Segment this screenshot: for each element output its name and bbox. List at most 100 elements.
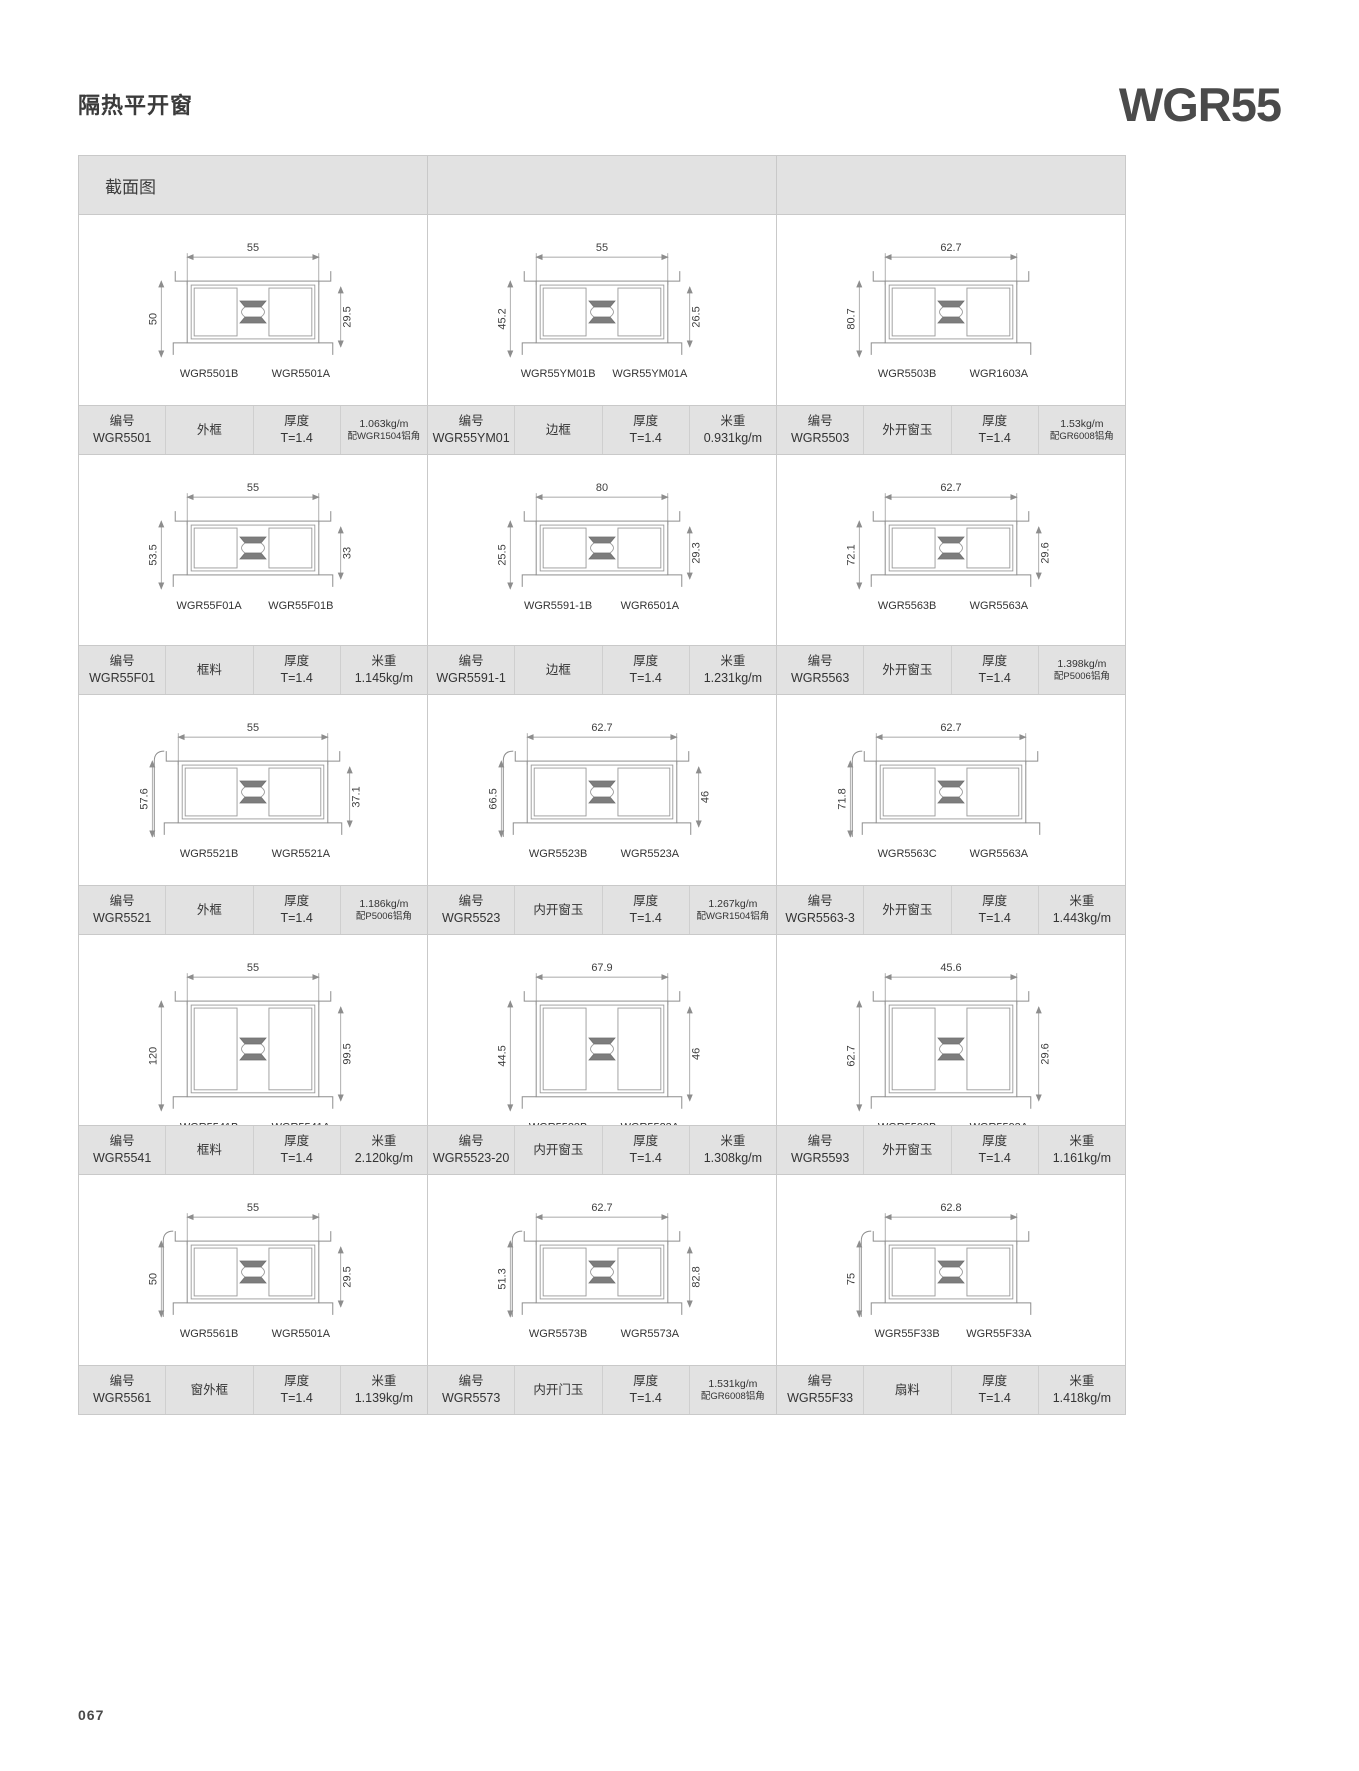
spec-thickness-label: 厚度 (284, 414, 310, 429)
profile-drawing-WGR5501: 55 50 29.5 WGR5501B WGR5501A (79, 215, 428, 405)
spec-code-cell: 编号 WGR5563 (777, 646, 865, 694)
svg-text:26.5: 26.5 (691, 306, 703, 327)
svg-text:55: 55 (247, 962, 259, 974)
spec-thickness-value: T=1.4 (629, 911, 662, 925)
svg-text:55: 55 (596, 242, 608, 254)
svg-text:29.6: 29.6 (1040, 1043, 1052, 1064)
svg-text:WGR5561B: WGR5561B (180, 1328, 238, 1340)
spec-group-WGR5523: 编号 WGR5523 内开窗玉 厚度 T=1.4 1.267kg/m 配WGR1504铝角 (428, 886, 777, 934)
spec-group-WGR5503: 编号 WGR5503 外开窗玉 厚度 T=1.4 1.53kg/m 配GR6008铝角 (777, 406, 1125, 454)
spec-thickness-label: 厚度 (982, 894, 1008, 909)
spec-code-label: 编号 (458, 414, 484, 429)
spec-type-value: 外开窗玉 (882, 902, 933, 917)
svg-text:WGR5523A: WGR5523A (621, 848, 680, 860)
spec-type-cell: 外开窗玉 (864, 406, 952, 454)
spec-type-cell: 框料 (166, 1126, 254, 1174)
spec-code-label: 编号 (109, 654, 135, 669)
svg-text:62.7: 62.7 (940, 722, 961, 734)
table-header-band: 截面图 (79, 156, 1125, 214)
spec-thickness-cell: 厚度 T=1.4 (603, 1366, 690, 1414)
svg-text:WGR5573A: WGR5573A (621, 1328, 680, 1340)
spec-code-label: 编号 (109, 1374, 135, 1389)
spec-thickness-cell: 厚度 T=1.4 (952, 406, 1039, 454)
svg-text:66.5: 66.5 (487, 788, 499, 809)
spec-weight-label: 1.53kg/m (1060, 417, 1104, 430)
spec-code-cell: 编号 WGR5573 (428, 1366, 516, 1414)
svg-text:WGR5563C: WGR5563C (878, 848, 937, 860)
spec-code-value: WGR5541 (92, 1151, 152, 1165)
spec-code-label: 编号 (109, 414, 135, 429)
spec-weight-value: 配WGR1504铝角 (696, 910, 770, 922)
svg-text:37.1: 37.1 (351, 786, 363, 807)
spec-weight-cell: 米重 1.308kg/m (690, 1126, 776, 1174)
svg-text:62.7: 62.7 (591, 722, 612, 734)
spec-weight-label: 1.063kg/m (359, 417, 409, 430)
svg-text:WGR5501A: WGR5501A (272, 368, 331, 380)
spec-row: 编号 WGR5521 外框 厚度 T=1.4 1.186kg/m 配P5006铝角 编号 WGR… (79, 885, 1125, 934)
spec-thickness-cell: 厚度 T=1.4 (603, 646, 690, 694)
product-series-code: WGR55 (1118, 77, 1282, 131)
svg-text:WGR6501A: WGR6501A (621, 600, 680, 612)
spec-code-cell: 编号 WGR5563-3 (777, 886, 865, 934)
spec-weight-cell: 米重 1.161kg/m (1039, 1126, 1125, 1174)
spec-code-value: WGR55F01 (89, 671, 156, 685)
svg-text:45.6: 45.6 (940, 962, 961, 974)
spec-code-label: 编号 (807, 414, 833, 429)
spec-code-cell: 编号 WGR5591-1 (428, 646, 516, 694)
page-number: 067 (78, 1707, 105, 1723)
spec-weight-value: 1.443kg/m (1052, 911, 1112, 925)
svg-text:46: 46 (691, 1048, 703, 1060)
spec-type-cell: 内开窗玉 (515, 1126, 603, 1174)
svg-text:29.5: 29.5 (342, 306, 354, 327)
spec-weight-cell: 米重 0.931kg/m (690, 406, 776, 454)
spec-weight-label: 米重 (371, 1374, 397, 1389)
spec-weight-cell: 米重 1.418kg/m (1039, 1366, 1125, 1414)
spec-thickness-value: T=1.4 (978, 1391, 1011, 1405)
spec-weight-label: 1.531kg/m (708, 1377, 758, 1390)
spec-group-WGR5563: 编号 WGR5563 外开窗玉 厚度 T=1.4 1.398kg/m 配P5006铝角 (777, 646, 1125, 694)
spec-thickness-label: 厚度 (982, 1134, 1008, 1149)
spec-type-cell: 边框 (515, 406, 603, 454)
svg-text:75: 75 (845, 1273, 857, 1285)
spec-code-label: 编号 (458, 894, 484, 909)
spec-type-cell: 内开门玉 (515, 1366, 603, 1414)
svg-text:WGR55F33B: WGR55F33B (875, 1328, 940, 1340)
profile-drawing-WGR5591-1: 80 25.5 29.3 WGR5591-1B WGR6501A (428, 455, 777, 645)
svg-text:50: 50 (147, 1273, 159, 1285)
spec-code-value: WGR55YM01 (432, 431, 510, 445)
spec-weight-value: 1.145kg/m (354, 671, 414, 685)
spec-group-WGR5541: 编号 WGR5541 框料 厚度 T=1.4 米重 2.120kg/m (79, 1126, 428, 1174)
spec-type-cell: 内开窗玉 (515, 886, 603, 934)
cross-section-table: 截面图 55 50 29.5 WGR5501B WGR5501A 55 45.2 26.5 WG… (78, 155, 1126, 1415)
spec-weight-cell: 1.267kg/m 配WGR1504铝角 (690, 886, 776, 934)
spec-code-value: WGR5563-3 (785, 911, 855, 925)
spec-code-cell: 编号 WGR5501 (79, 406, 167, 454)
section-header-col3 (777, 156, 1125, 214)
spec-group-WGR5521: 编号 WGR5521 外框 厚度 T=1.4 1.186kg/m 配P5006铝角 (79, 886, 428, 934)
spec-type-cell: 外开窗玉 (864, 1126, 952, 1174)
spec-thickness-value: T=1.4 (978, 431, 1011, 445)
svg-text:44.5: 44.5 (496, 1045, 508, 1066)
spec-code-value: WGR5503 (790, 431, 850, 445)
spec-weight-label: 米重 (1069, 894, 1095, 909)
spec-thickness-value: T=1.4 (280, 1151, 313, 1165)
spec-thickness-label: 厚度 (982, 414, 1008, 429)
svg-text:WGR55F33A: WGR55F33A (966, 1328, 1032, 1340)
spec-type-value: 外开窗玉 (882, 422, 933, 437)
svg-text:55: 55 (247, 482, 259, 494)
spec-thickness-cell: 厚度 T=1.4 (254, 406, 341, 454)
spec-weight-cell: 1.398kg/m 配P5006铝角 (1039, 646, 1125, 694)
spec-weight-cell: 米重 1.139kg/m (341, 1366, 427, 1414)
spec-code-cell: 编号 WGR5521 (79, 886, 167, 934)
spec-code-cell: 编号 WGR55F01 (79, 646, 167, 694)
profile-drawing-WGR5523-20: 67.9 44.5 46 WGR5523B WGR5523A (428, 935, 777, 1125)
spec-thickness-value: T=1.4 (978, 671, 1011, 685)
spec-weight-label: 米重 (720, 1134, 746, 1149)
spec-thickness-value: T=1.4 (629, 1151, 662, 1165)
spec-weight-value: 2.120kg/m (354, 1151, 414, 1165)
spec-type-cell: 外框 (166, 886, 254, 934)
spec-weight-cell: 1.063kg/m 配WGR1504铝角 (341, 406, 427, 454)
svg-text:WGR55F01B: WGR55F01B (268, 600, 333, 612)
spec-thickness-cell: 厚度 T=1.4 (952, 1126, 1039, 1174)
